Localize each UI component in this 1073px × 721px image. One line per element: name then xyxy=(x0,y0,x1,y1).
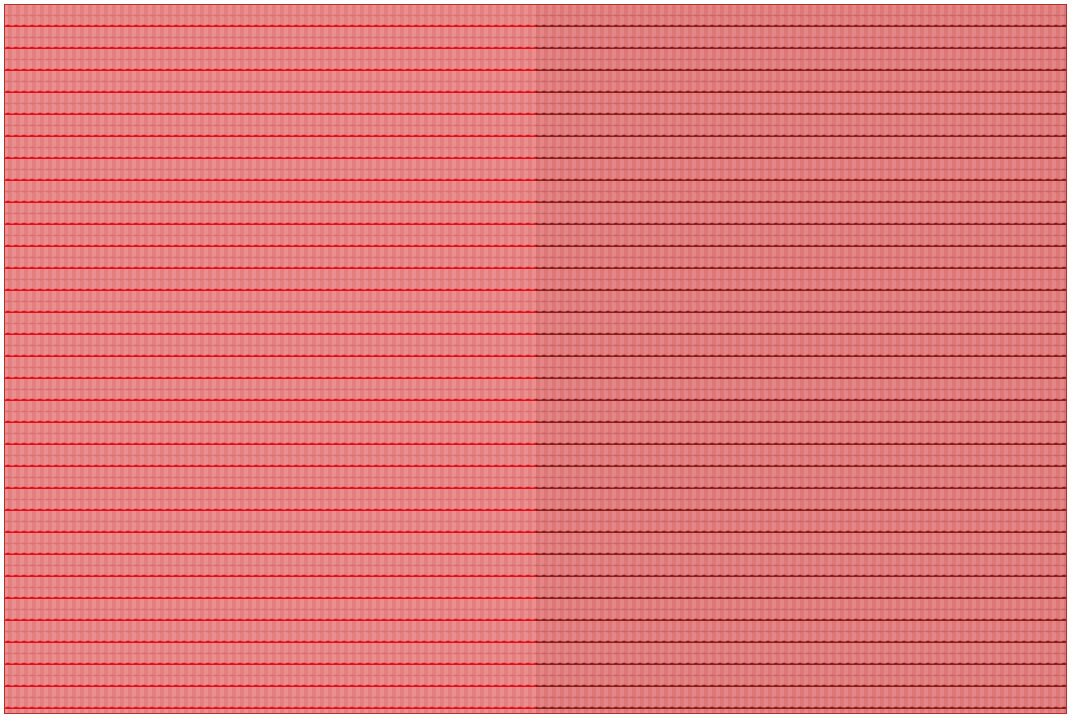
frame xyxy=(4,4,1067,714)
right-rows xyxy=(536,4,1067,714)
left-rows xyxy=(4,4,536,714)
